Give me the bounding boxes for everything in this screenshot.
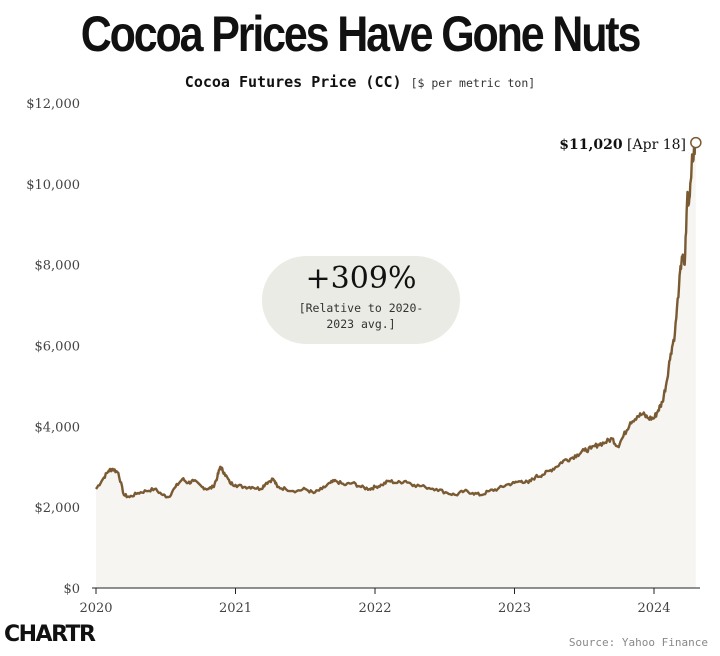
chart-subtitle: Cocoa Futures Price (CC) [$ per metric t…: [0, 73, 720, 91]
y-tick-label: $12,000: [26, 97, 80, 112]
series-line: [95, 137, 697, 499]
y-tick-label: $4,000: [35, 420, 81, 435]
y-tick-label: $10,000: [26, 178, 80, 193]
last-point-marker: [690, 136, 702, 149]
y-tick-label: $6,000: [35, 340, 81, 355]
chart-unit: [$ per metric ton]: [410, 76, 536, 90]
headline: Cocoa Prices Have Gone Nuts: [80, 6, 642, 62]
y-tick-label: $0: [63, 582, 80, 597]
x-tick-label: 2020: [79, 601, 112, 616]
y-tick-label: $2,000: [35, 501, 81, 516]
x-tick-label: 2024: [637, 601, 670, 616]
area-fill: [96, 138, 696, 589]
x-tick-label: 2023: [498, 601, 531, 616]
source-note: Source: Yahoo Finance: [568, 636, 708, 649]
x-tick-label: 2022: [358, 601, 391, 616]
change-value: +309%: [305, 261, 417, 296]
x-tick-label: 2021: [219, 601, 252, 616]
change-note: [Relative to 2020-2023 avg.]: [298, 301, 424, 331]
last-price-value: $11,020: [559, 137, 623, 153]
last-price-label: $11,020 [Apr 18]: [559, 137, 686, 153]
chart-title: Cocoa Futures Price (CC): [184, 73, 402, 91]
chartr-logo: CHARTR: [4, 622, 96, 647]
y-tick-label: $8,000: [35, 259, 81, 274]
last-price-date: [Apr 18]: [627, 137, 686, 153]
change-callout: +309% [Relative to 2020-2023 avg.]: [262, 256, 460, 344]
